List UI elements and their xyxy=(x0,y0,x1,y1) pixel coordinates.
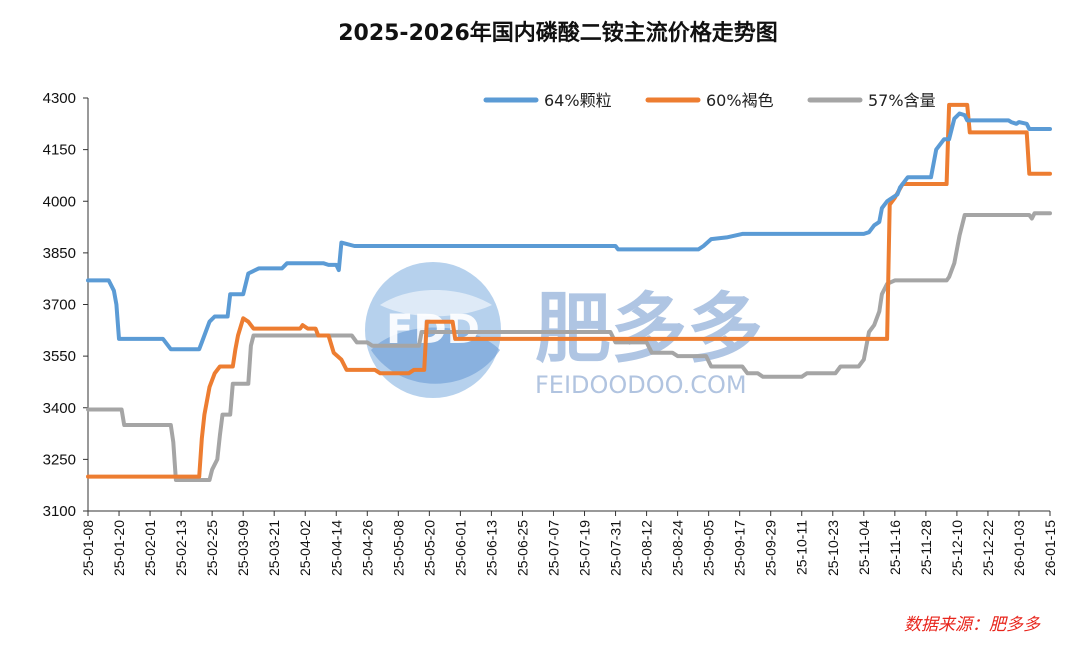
x-tick-label: 25-01-08 xyxy=(80,520,96,576)
x-tick-label: 25-10-23 xyxy=(825,520,841,576)
y-tick-label: 4150 xyxy=(43,142,76,159)
series-line-2 xyxy=(86,102,1052,479)
legend: 64%颗粒 60%褐色 57%含量 xyxy=(483,91,936,110)
x-tick-label: 25-02-13 xyxy=(173,520,189,576)
y-tick-label: 3550 xyxy=(43,348,76,365)
x-tick-label: 25-03-09 xyxy=(235,520,251,576)
x-tick-label: 25-07-07 xyxy=(545,520,561,576)
x-tick-label: 25-11-04 xyxy=(856,520,872,575)
x-tick-label: 25-01-20 xyxy=(111,520,127,576)
source-note: 数据来源：肥多多 xyxy=(904,615,1041,635)
x-tick-label: 25-10-11 xyxy=(794,520,810,575)
x-tick-label: 25-04-02 xyxy=(297,520,313,576)
y-tick-label: 3250 xyxy=(43,451,76,468)
legend-label: 64%颗粒 xyxy=(544,91,612,110)
x-tick-label: 25-11-28 xyxy=(918,520,934,575)
series-lines xyxy=(86,102,1052,482)
x-tick-label: 25-07-19 xyxy=(577,520,593,576)
x-tick-label: 25-08-12 xyxy=(639,520,655,576)
x-tick-label: 25-06-25 xyxy=(514,520,530,576)
x-tick-label: 25-05-08 xyxy=(390,520,406,576)
watermark-brand-name: 肥多多 xyxy=(535,284,763,373)
chart-title: 2025-2026年国内磷酸二铵主流价格走势图 xyxy=(338,20,778,46)
x-tick-label: 25-12-22 xyxy=(980,520,996,576)
x-tick-label: 25-07-31 xyxy=(608,520,624,576)
x-tick-label: 25-03-21 xyxy=(266,520,282,576)
x-tick-label: 25-02-25 xyxy=(204,520,220,576)
x-tick-label: 25-04-14 xyxy=(328,520,344,576)
x-tick-label: 25-11-16 xyxy=(887,520,903,575)
y-tick-label: 4000 xyxy=(43,193,76,210)
y-tick-label: 4300 xyxy=(43,90,76,107)
series-line-3 xyxy=(86,211,1052,482)
x-tick-label: 25-09-05 xyxy=(701,520,717,576)
x-axis: 25-01-08 25-01-20 25-02-01 25-02-13 25-02-25… xyxy=(80,510,1058,576)
x-tick-label: 25-09-17 xyxy=(732,520,748,576)
x-tick-label: 25-12-10 xyxy=(949,520,965,576)
series-line-1 xyxy=(86,111,1052,352)
x-tick-label: 26-01-15 xyxy=(1042,520,1058,576)
legend-label: 60%褐色 xyxy=(706,91,774,110)
y-tick-label: 3700 xyxy=(43,297,76,314)
x-tick-label: 25-04-26 xyxy=(359,520,375,576)
y-tick-label: 3100 xyxy=(43,503,76,520)
x-tick-label: 25-06-01 xyxy=(452,520,468,576)
feidoodoo-watermark: FDD 肥多多 FEIDOODOO.COM xyxy=(365,262,763,399)
x-tick-label: 26-01-03 xyxy=(1011,520,1027,576)
x-tick-label: 25-05-20 xyxy=(421,520,437,576)
x-tick-label: 25-09-29 xyxy=(763,520,779,576)
x-tick-label: 25-02-01 xyxy=(142,520,158,576)
x-tick-label: 25-08-24 xyxy=(670,520,686,576)
y-axis: 3100 3250 3400 3550 3700 3850 4000 4150 4300 xyxy=(43,90,89,520)
y-tick-label: 3850 xyxy=(43,245,76,262)
x-tick-label: 25-06-13 xyxy=(483,520,499,576)
y-tick-label: 3400 xyxy=(43,400,76,417)
legend-label: 57%含量 xyxy=(868,91,936,110)
watermark-url: FEIDOODOO.COM xyxy=(535,371,747,399)
